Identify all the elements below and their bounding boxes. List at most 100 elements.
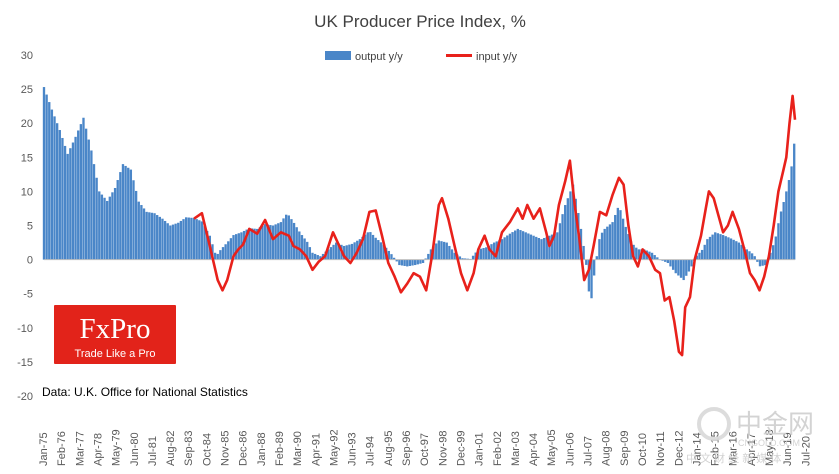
output-bar	[245, 229, 248, 260]
output-bar	[671, 259, 675, 270]
output-bar	[535, 236, 538, 260]
output-bar	[606, 226, 609, 260]
output-bar	[300, 235, 304, 260]
output-bar	[129, 169, 133, 260]
output-bar	[777, 223, 780, 260]
output-bar	[213, 252, 217, 260]
output-bar	[148, 212, 151, 260]
x-tick-label: Apr-04	[528, 433, 540, 466]
output-bar	[714, 232, 717, 260]
output-bar	[216, 253, 219, 260]
output-bar	[598, 239, 601, 260]
x-tick-label: Jan-88	[256, 432, 268, 466]
output-bar	[698, 252, 701, 260]
output-bar	[382, 244, 385, 260]
output-bar	[184, 217, 188, 260]
y-tick-label: 10	[21, 186, 33, 198]
x-tick-label: Jun-80	[129, 432, 141, 466]
output-bar	[348, 244, 351, 260]
output-bar	[53, 116, 56, 260]
output-bar	[585, 259, 588, 265]
x-tick-label: Oct-97	[419, 433, 431, 466]
x-tick-label: Sep-09	[619, 431, 631, 466]
output-bar	[227, 241, 230, 260]
x-tick-label: May-05	[546, 429, 558, 466]
output-bar	[527, 233, 530, 260]
y-tick-label: -20	[17, 391, 33, 403]
output-bar	[298, 231, 301, 260]
output-bar	[295, 227, 298, 260]
output-bar	[729, 238, 733, 260]
watermark-name: 中金网	[736, 409, 814, 439]
output-bar	[419, 259, 422, 264]
output-bar	[374, 237, 377, 260]
output-bar	[232, 235, 235, 260]
output-bar	[108, 196, 111, 260]
output-bar	[119, 172, 122, 260]
chart-title: UK Producer Price Index, %	[314, 12, 526, 31]
x-tick-label: Mar-16	[728, 431, 740, 466]
output-bar	[237, 233, 240, 260]
output-bar	[616, 207, 620, 260]
output-bar	[485, 247, 488, 260]
output-bar	[508, 233, 512, 260]
output-bar	[316, 255, 319, 260]
output-bar	[732, 239, 735, 260]
output-bar	[263, 224, 267, 260]
output-bar	[361, 236, 364, 260]
output-bar	[661, 259, 664, 261]
output-bar	[311, 252, 314, 260]
output-bar	[140, 205, 143, 260]
output-bar	[113, 187, 117, 260]
output-bar	[327, 249, 330, 260]
output-bar	[145, 211, 148, 260]
output-bar	[66, 153, 69, 260]
output-bar	[163, 220, 167, 260]
output-bar	[69, 148, 72, 260]
output-bar	[558, 223, 562, 260]
output-bar	[437, 240, 441, 260]
y-tick-label: -5	[23, 289, 33, 301]
x-tick-label: Jan-75	[38, 432, 50, 466]
output-bar	[435, 243, 438, 260]
x-tick-label: Jun-93	[347, 432, 359, 466]
watermark: 中金网 CNGOLD.COM 中 文 财 经 新 媒 体	[686, 407, 814, 465]
output-bar	[158, 216, 161, 260]
output-bar	[261, 225, 264, 260]
output-bar	[440, 241, 443, 260]
output-bar	[721, 235, 725, 260]
output-bar	[561, 214, 564, 260]
output-bar	[258, 227, 262, 260]
output-bar	[90, 150, 93, 260]
output-bar	[529, 234, 533, 260]
x-tick-label: Jul-20	[800, 436, 812, 466]
x-tick-label: Feb-76	[56, 431, 68, 466]
output-bar	[84, 128, 88, 260]
output-bar	[595, 256, 598, 260]
output-bar	[169, 225, 172, 260]
output-bar	[45, 94, 48, 260]
output-bar	[156, 215, 159, 260]
legend: output y/y input y/y	[325, 51, 517, 63]
output-bar	[198, 220, 201, 260]
output-bar	[756, 259, 759, 262]
output-bar	[727, 237, 730, 260]
output-bar	[519, 230, 522, 260]
y-tick-label: 25	[21, 84, 33, 96]
x-tick-label: Feb-89	[274, 431, 286, 466]
output-bar	[358, 239, 362, 260]
output-bar	[764, 259, 767, 266]
output-bar	[706, 239, 709, 260]
output-bars	[42, 87, 796, 299]
output-bar	[153, 213, 156, 260]
output-bar	[685, 259, 688, 276]
output-bar	[371, 234, 375, 260]
output-bar	[450, 249, 454, 260]
output-bar	[548, 235, 551, 260]
output-bar	[229, 238, 233, 260]
output-bar	[524, 232, 527, 260]
output-bar	[56, 123, 59, 260]
output-bar	[590, 259, 593, 299]
x-tick-label: Aug-95	[383, 431, 395, 466]
watermark-url: CNGOLD.COM	[738, 438, 800, 448]
